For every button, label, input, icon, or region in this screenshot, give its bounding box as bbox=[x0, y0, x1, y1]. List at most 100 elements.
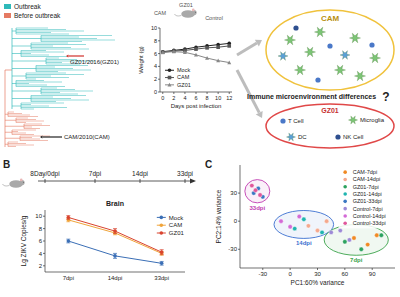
legend-swatch bbox=[4, 13, 11, 18]
mouse-icon bbox=[3, 179, 25, 188]
group-label: Control bbox=[205, 15, 223, 21]
y-tick-label: 6 bbox=[39, 238, 43, 244]
tree-branch bbox=[12, 76, 26, 77]
x-tick-label: 14dpi bbox=[108, 275, 123, 281]
panel-label: C bbox=[205, 159, 212, 170]
tree-branch bbox=[16, 86, 65, 87]
y-axis bbox=[160, 28, 161, 92]
tree-branch bbox=[31, 46, 53, 47]
tree-branch bbox=[41, 37, 79, 38]
error-bar bbox=[113, 229, 117, 234]
y-axis-label: Weight (g) bbox=[138, 46, 144, 74]
cell-icon bbox=[287, 133, 296, 141]
cell-icon bbox=[340, 51, 350, 60]
cell-icon bbox=[369, 42, 374, 47]
x-tick bbox=[372, 268, 373, 270]
marker bbox=[288, 225, 292, 229]
tree-branch bbox=[12, 68, 36, 69]
marker bbox=[205, 46, 209, 50]
group-label: CAM bbox=[154, 10, 167, 16]
y-tick bbox=[158, 66, 160, 67]
marker bbox=[338, 228, 342, 232]
cell-icon bbox=[335, 65, 346, 75]
legend-label: GZ01-33dpi bbox=[353, 198, 382, 204]
marker bbox=[160, 262, 164, 266]
series-line bbox=[68, 241, 161, 263]
arrow-head bbox=[255, 40, 262, 47]
plot-area bbox=[66, 216, 163, 266]
marker bbox=[329, 230, 333, 234]
axes: -30030-300306090PC1:60% variancePC2:14% … bbox=[215, 165, 395, 286]
cell-icon bbox=[285, 35, 296, 45]
marker bbox=[194, 53, 198, 57]
marker bbox=[216, 58, 220, 62]
marker bbox=[113, 254, 117, 258]
tree-branch bbox=[12, 106, 21, 107]
schematic-title: Immune microenvironment differences bbox=[247, 93, 376, 100]
x-tick-label: 7dpi bbox=[63, 275, 74, 281]
tree-branch bbox=[21, 52, 64, 53]
legend-label: GZ01 bbox=[177, 82, 191, 88]
tree-branch bbox=[12, 133, 26, 134]
group-label: CAM bbox=[321, 14, 340, 23]
tree-branch bbox=[41, 88, 57, 89]
arrow-shaft bbox=[237, 43, 257, 55]
tree-branch bbox=[21, 106, 49, 107]
tree-branch bbox=[24, 124, 42, 125]
tree-branch bbox=[12, 134, 34, 135]
tree-branch bbox=[20, 139, 40, 140]
tree-branch bbox=[8, 116, 38, 117]
tree-branch bbox=[12, 130, 13, 135]
marker bbox=[359, 247, 363, 251]
marker bbox=[216, 45, 220, 49]
timeline-tick bbox=[140, 179, 141, 183]
y-tick-label: 0 bbox=[154, 89, 157, 95]
tree-branch bbox=[12, 98, 31, 99]
tree-branch bbox=[5, 126, 24, 127]
cell-icon bbox=[278, 52, 288, 61]
timeline-tick bbox=[45, 179, 46, 183]
tree-branch bbox=[41, 38, 97, 39]
marker bbox=[168, 76, 172, 80]
tree-branch bbox=[24, 124, 25, 129]
legend-bg bbox=[163, 65, 190, 90]
tree-branch bbox=[26, 77, 69, 78]
tree-branch bbox=[41, 41, 82, 42]
y-tick bbox=[158, 92, 160, 93]
tree-branch bbox=[16, 118, 28, 119]
mouse-eye bbox=[195, 11, 197, 13]
tree-branch bbox=[16, 80, 44, 81]
tree-branch bbox=[24, 128, 40, 129]
marker bbox=[297, 214, 301, 218]
tree-branch bbox=[5, 138, 20, 139]
tree-branch bbox=[16, 82, 62, 83]
y-tick-label: 4 bbox=[39, 251, 43, 257]
y-tick-label: 0 bbox=[234, 218, 238, 224]
strain-label: CAM/2010(CAM) bbox=[64, 134, 110, 140]
cell-icon bbox=[295, 65, 306, 75]
tree-branch bbox=[31, 47, 71, 48]
question-mark: ? bbox=[382, 90, 389, 104]
axes: 0246810024681012Days post infectionWeigh… bbox=[138, 25, 233, 109]
tree-branch bbox=[16, 32, 51, 33]
group-ellipse bbox=[274, 211, 334, 239]
error-bar bbox=[66, 216, 70, 220]
group-ellipse bbox=[266, 104, 394, 148]
tree-branch bbox=[12, 91, 41, 92]
tree-branch bbox=[5, 114, 8, 115]
tree-branch bbox=[12, 83, 16, 84]
marker bbox=[375, 233, 379, 237]
y-tick bbox=[43, 228, 45, 229]
x-tick-label: 10 bbox=[215, 95, 221, 101]
marker bbox=[168, 68, 172, 72]
tree-branch bbox=[20, 136, 21, 141]
marker bbox=[365, 242, 369, 246]
tree-branch bbox=[41, 92, 60, 93]
arrow-head bbox=[40, 135, 42, 138]
tree-branch bbox=[20, 137, 32, 138]
tree-branch bbox=[16, 83, 29, 84]
legend-label: GZ01 bbox=[169, 230, 185, 236]
marker bbox=[343, 207, 347, 211]
marker bbox=[205, 56, 209, 60]
x-tick bbox=[344, 268, 345, 270]
